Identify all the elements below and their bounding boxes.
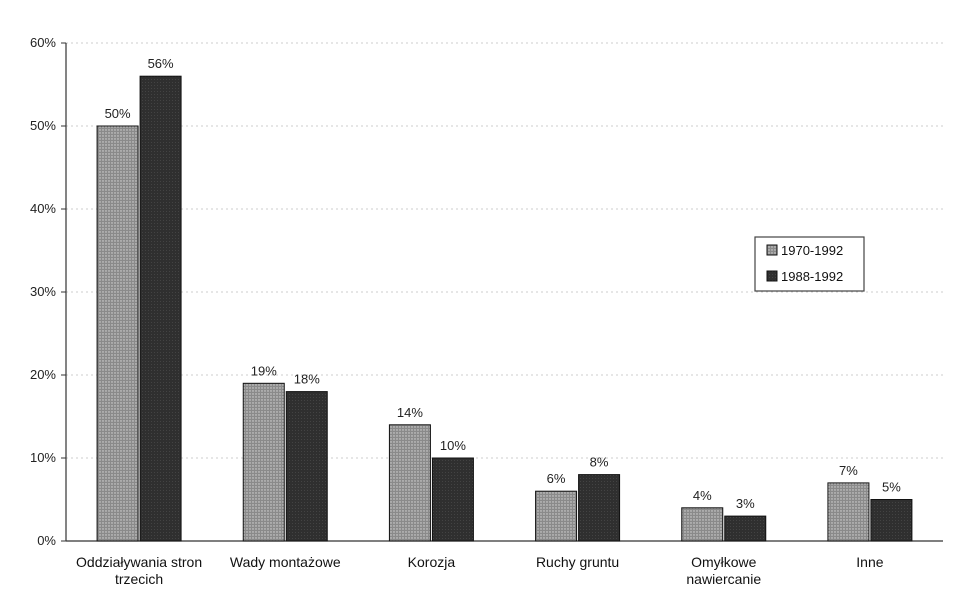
bar-1970-1992-2 — [388, 424, 431, 542]
category-label: nawiercanie — [686, 571, 761, 587]
y-tick-label: 20% — [30, 367, 56, 382]
bar-1988-1992-5 — [870, 499, 913, 542]
data-label: 18% — [294, 372, 320, 387]
bar-1970-1992-4 — [681, 507, 724, 542]
data-label: 14% — [397, 405, 423, 420]
data-label: 10% — [440, 438, 466, 453]
y-tick-label: 30% — [30, 284, 56, 299]
legend-swatch-1970-1992 — [766, 244, 778, 256]
category-label: Ruchy gruntu — [536, 554, 619, 570]
data-label: 8% — [590, 455, 609, 470]
legend-label-1988-1992: 1988-1992 — [781, 269, 843, 284]
data-label: 3% — [736, 496, 755, 511]
y-tick-label: 10% — [30, 450, 56, 465]
y-tick-label: 40% — [30, 201, 56, 216]
data-label: 5% — [882, 480, 901, 495]
y-tick-label: 0% — [37, 533, 56, 548]
data-labels: 50% 56% 19% 18% 14% 10% 6% 8% 4% 3% 7% 5% — [105, 56, 902, 511]
category-label: Oddziaływania stron — [76, 554, 202, 570]
bar-1988-1992-0 — [139, 75, 182, 542]
bar-1988-1992-2 — [431, 457, 474, 542]
data-label: 6% — [547, 471, 566, 486]
data-label: 7% — [839, 463, 858, 478]
data-label: 50% — [105, 106, 131, 121]
bar-1970-1992-5 — [827, 482, 870, 542]
y-tick-label: 60% — [30, 35, 56, 50]
legend-swatch-1988-1992 — [766, 270, 778, 282]
gridlines — [66, 42, 943, 459]
category-label: Inne — [856, 554, 883, 570]
bars — [96, 75, 913, 542]
data-label: 56% — [148, 56, 174, 71]
bar-1988-1992-3 — [578, 474, 621, 542]
bar-1988-1992-4 — [724, 515, 767, 542]
bar-1970-1992-1 — [242, 382, 285, 542]
legend: 1970-1992 1988-1992 — [754, 236, 865, 292]
data-label: 19% — [251, 363, 277, 378]
axes: 0% 10% 20% 30% 40% 50% 60% — [30, 35, 943, 548]
category-label: Wady montażowe — [230, 554, 341, 570]
category-label: Omyłkowe — [691, 554, 757, 570]
y-tick-label: 50% — [30, 118, 56, 133]
bar-1970-1992-0 — [96, 125, 139, 542]
data-label: 4% — [693, 488, 712, 503]
category-label: Korozja — [408, 554, 456, 570]
bar-1988-1992-1 — [285, 391, 328, 542]
bar-1970-1992-3 — [535, 490, 578, 542]
legend-label-1970-1992: 1970-1992 — [781, 243, 843, 258]
category-label: trzecich — [115, 571, 163, 587]
